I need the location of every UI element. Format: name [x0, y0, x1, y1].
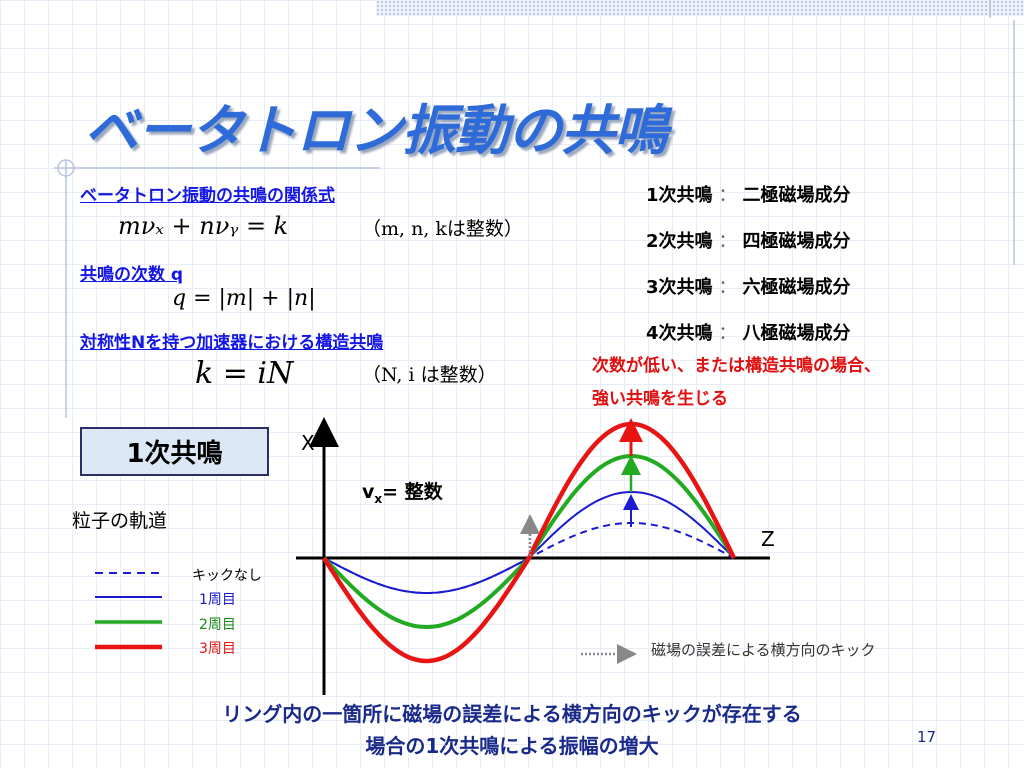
resonance-item-2: 2次共鳴：四極磁場成分: [646, 227, 851, 253]
resonance-order: 1: [646, 185, 659, 206]
relation-note: （m, n, kは整数）: [362, 218, 523, 240]
resonance-item-3: 3次共鳴：六極磁場成分: [646, 273, 851, 299]
resonance-order: 3: [646, 277, 659, 298]
resonance-item-4: 4次共鳴：八極磁場成分: [646, 319, 851, 345]
red-note-line-1: 次数が低い、または構造共鳴の場合、: [592, 356, 881, 376]
order-heading: 共鳴の次数 q: [80, 265, 184, 285]
relation-heading: ベータトロン振動の共鳴の関係式: [80, 186, 335, 206]
red-note-line-2: 強い共鳴を生じる: [592, 389, 728, 409]
trajectory-label: 粒子の軌道: [72, 510, 168, 532]
z-axis-label: Z: [761, 527, 775, 551]
resonance-item-1: 1次共鳴：二極磁場成分: [646, 181, 851, 207]
x-axis-label: X: [301, 431, 315, 455]
resonance-component: 八極磁場成分: [742, 323, 851, 344]
resonance-label: 次共鳴: [658, 185, 713, 206]
legend-label-turn-3: 3周目: [199, 641, 236, 657]
resonance-component: 四極磁場成分: [742, 231, 851, 252]
resonance-label: 次共鳴: [658, 323, 713, 344]
resonance-sep: ：: [718, 277, 737, 298]
resonance-order: 4: [646, 323, 659, 344]
vx-label: vx= 整数: [362, 477, 443, 506]
vx-subscript: x: [374, 491, 383, 506]
structural-heading: 対称性Nを持つ加速器における構造共鳴: [80, 333, 384, 353]
order-formula: q = |m| + |n|: [172, 286, 316, 311]
bottom-text-line-1: リング内の一箇所に磁場の誤差による横方向のキックが存在する: [222, 702, 802, 726]
legend-label-turn-2: 2周目: [199, 617, 236, 633]
legend-label-turn-1: 1周目: [199, 592, 236, 608]
resonance-component: 二極磁場成分: [742, 185, 851, 206]
structural-note: （N, i は整数）: [362, 364, 497, 386]
resonance-order: 2: [646, 231, 659, 252]
page-number: 17: [917, 728, 937, 746]
slide-title: ベータトロン振動の共鳴: [84, 99, 668, 162]
resonance-sep: ：: [718, 323, 737, 344]
resonance-sep: ：: [718, 231, 737, 252]
resonance-label: 次共鳴: [658, 277, 713, 298]
resonance-label: 次共鳴: [658, 231, 713, 252]
legend-label-no-kick: キックなし: [192, 568, 262, 584]
bottom-text-line-2: 場合の1次共鳴による振幅の増大: [365, 734, 659, 758]
relation-formula: mνₓ + nνᵧ = k: [118, 212, 289, 240]
turn-3-curve: [322, 421, 737, 664]
first-order-box-label: 1次共鳴: [126, 439, 223, 469]
structural-formula: k = iN: [195, 356, 294, 391]
resonance-component: 六極磁場成分: [742, 277, 851, 298]
vx-symbol: v: [362, 481, 375, 503]
kick-legend-label: 磁場の誤差による横方向のキック: [651, 641, 876, 659]
first-order-box: 1次共鳴: [80, 427, 269, 476]
resonance-sep: ：: [718, 185, 737, 206]
vx-value: = 整数: [382, 481, 443, 503]
top-dotted-band: [376, 0, 1024, 16]
